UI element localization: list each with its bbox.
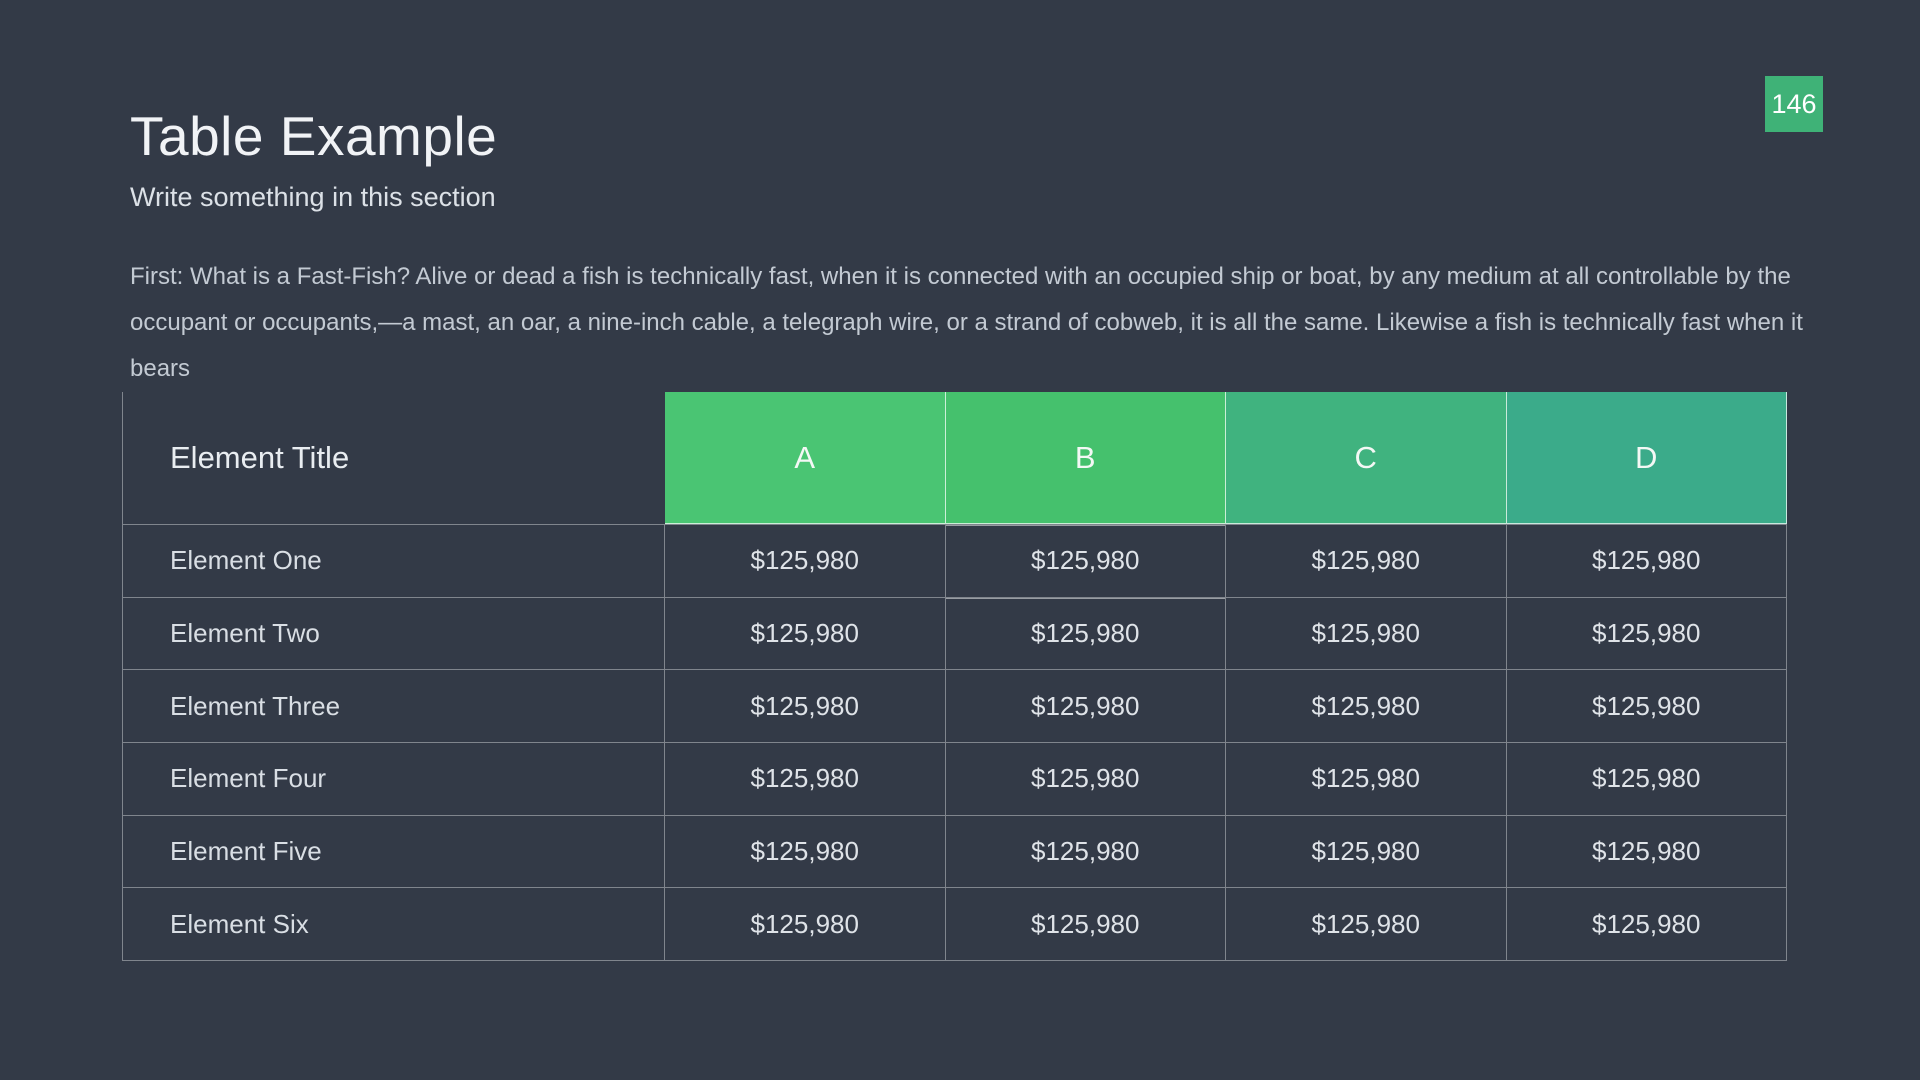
column-header-a: A [665,392,946,524]
table-cell: $125,980 [1226,815,1507,888]
column-header-c: C [1226,392,1507,524]
table-cell: $125,980 [1226,525,1507,597]
table-cell: $125,980 [1507,743,1787,815]
table-cell: $125,980 [665,525,946,597]
page-number: 146 [1771,88,1817,119]
table-row: Element One $125,980 $125,980 $125,980 $125,… [122,524,1787,597]
table-cell: $125,980 [665,597,946,670]
table-cell: $125,980 [1226,888,1507,961]
table-row: Element Three $125,980 $125,980 $125,980 $12… [122,669,1787,743]
table-cell: $125,980 [946,597,1226,670]
table-cell: $125,980 [665,743,946,815]
table-cell: $125,980 [1507,670,1787,743]
row-header-title: Element Title [122,392,665,524]
table-cell: $125,980 [1507,888,1787,961]
row-label: Element One [122,525,665,597]
table-cell: $125,980 [1507,525,1787,597]
table-cell: $125,980 [1226,743,1507,815]
table-row: Element Four $125,980 $125,980 $125,980 $125… [122,742,1787,815]
slide-title: Table Example [130,105,498,167]
table-cell: $125,980 [946,525,1226,597]
table-cell: $125,980 [1226,597,1507,670]
page-number-badge: 146 [1765,76,1823,132]
row-label: Element Five [122,815,665,888]
table-cell: $125,980 [946,888,1226,961]
table-row: Element Five $125,980 $125,980 $125,980 $125… [122,814,1787,888]
table-body: Element One $125,980 $125,980 $125,980 $125,… [122,524,1787,962]
table-cell: $125,980 [946,743,1226,815]
table-cell: $125,980 [946,815,1226,888]
table-cell: $125,980 [665,670,946,743]
table-cell: $125,980 [665,888,946,961]
table-row: Element Two $125,980 $125,980 $125,980 $125,… [122,596,1787,670]
row-label: Element Two [122,597,665,670]
table-cell: $125,980 [1507,815,1787,888]
slide-subtitle: Write something in this section [130,182,496,212]
table-cell: $125,980 [1507,597,1787,670]
column-header-b: B [945,392,1226,524]
table-cell: $125,980 [946,670,1226,743]
table-cell: $125,980 [1226,670,1507,743]
table-row: Element Six $125,980 $125,980 $125,980 $125,… [122,887,1787,961]
row-label: Element Six [122,888,665,961]
row-label: Element Three [122,670,665,743]
body-paragraph: First: What is a Fast-Fish? Alive or dea… [130,263,1803,382]
row-label: Element Four [122,743,665,815]
table-cell: $125,980 [665,815,946,888]
column-header-d: D [1506,392,1787,524]
